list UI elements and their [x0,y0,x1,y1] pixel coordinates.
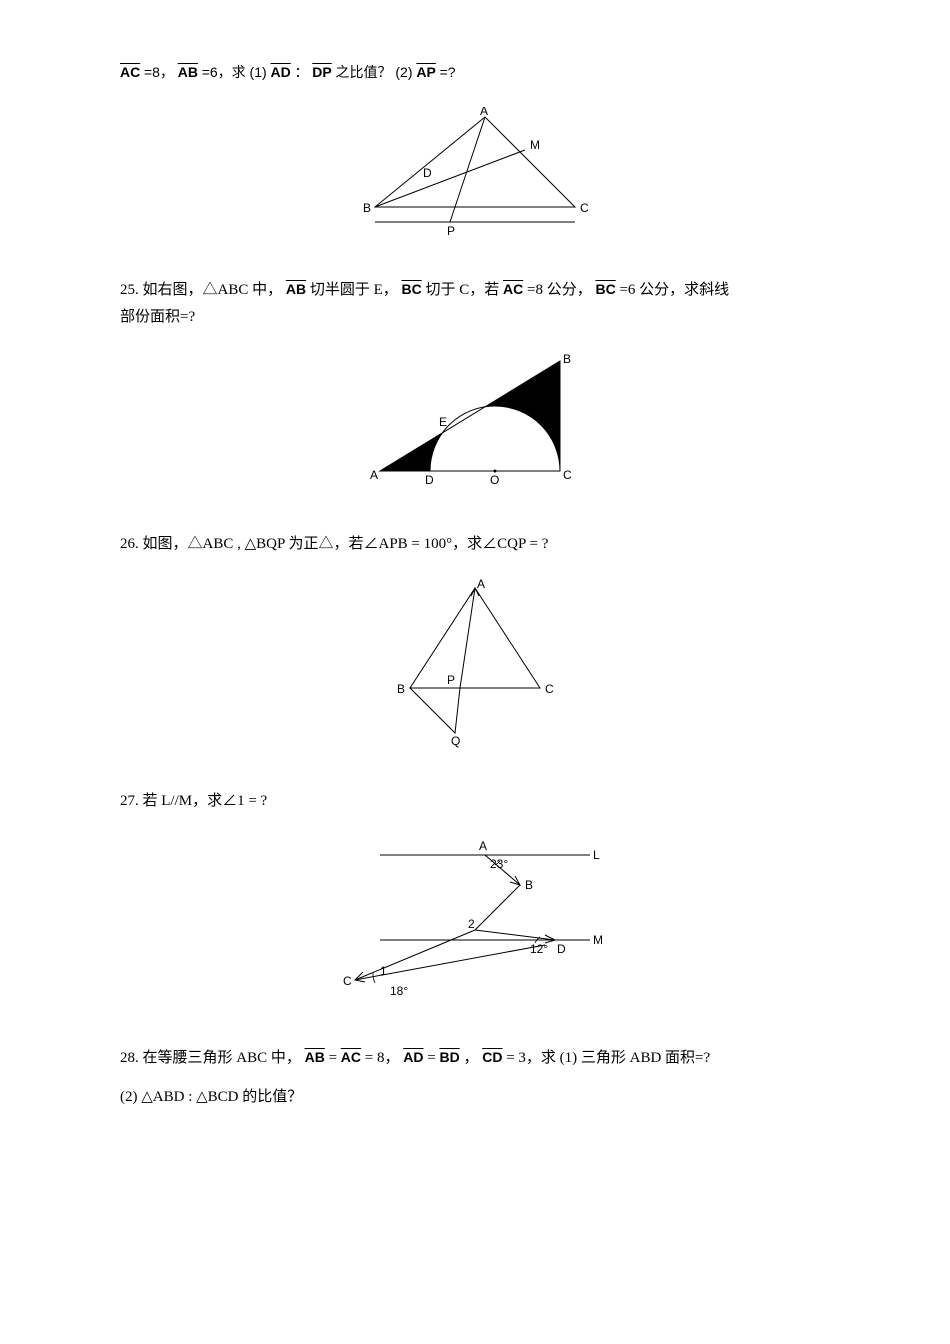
label-l: L [593,848,600,862]
text-line2: 部份面积=? [120,304,830,331]
seg-bc2: BC [595,281,615,297]
text-line2: (2) △ABD : △BCD 的比值？ [120,1084,830,1111]
label-p: P [447,224,455,237]
text: 切于 C，若 [425,282,503,298]
label-d: D [423,166,432,180]
text: 之比值？ (2) [335,64,416,80]
label-b: B [563,352,571,366]
problem-27: 27. 若 L//M，求∠1 = ? [120,788,830,815]
label-c: C [545,682,554,696]
figure-25: B A C D O E [120,351,830,501]
text: ： [295,64,309,80]
seg-ab: AB [305,1049,325,1065]
label-b: B [525,878,533,892]
label-b: B [363,201,371,215]
seg-dp: DP [312,64,331,80]
label-d: D [557,942,566,956]
angle-18: 18° [390,984,408,998]
figure-27: L M A B 23° 2 D 12° C 1 18° [120,835,830,1015]
label-e: E [439,415,447,429]
seg-ap: AP [416,64,435,80]
text: 26. 如图，△ABC , △BQP 为正△，若∠APB = 100°，求∠CQ… [120,536,548,552]
label-m: M [593,933,603,947]
label-a: A [370,468,378,482]
problem-25: 25. 如右图，△ABC 中， AB 切半圆于 E， BC 切于 C，若 AC … [120,277,830,331]
seg-cd: CD [482,1049,502,1065]
label-c: C [580,201,589,215]
text: = 8， [365,1050,400,1066]
figure-26: A B C P Q [120,578,830,758]
label-q: Q [451,734,460,748]
problem-24-tail: AC =8， AB =6，求 (1) AD ： DP 之比值？ (2) AP =… [120,60,830,87]
seg-ac: AC [341,1049,361,1065]
label-a: A [477,578,485,591]
text: =? [440,64,456,80]
text: =8 公分， [527,282,592,298]
text: 切半圆于 E， [310,282,398,298]
seg-ab: AB [286,281,306,297]
text: 28. 在等腰三角形 ABC 中， [120,1050,301,1066]
seg-ac: AC [503,281,523,297]
text: =6，求 (1) [202,64,271,80]
text: = [329,1050,341,1066]
seg-ac: AC [120,64,140,80]
problem-26: 26. 如图，△ABC , △BQP 为正△，若∠APB = 100°，求∠CQ… [120,531,830,558]
figure-24: A B C D M P [120,107,830,247]
label-o: O [490,473,499,487]
problem-28: 28. 在等腰三角形 ABC 中， AB = AC = 8， AD = BD ，… [120,1045,830,1111]
text: =8， [144,64,174,80]
label-c: C [343,974,352,988]
label-c: C [563,468,572,482]
seg-ad: AD [271,64,291,80]
label-d: D [425,473,434,487]
text: 27. 若 L//M，求∠1 = ? [120,793,267,809]
seg-ab: AB [178,64,198,80]
angle-1: 1 [380,964,387,978]
label-p: P [447,673,455,687]
text: = 3，求 (1) 三角形 ABD 面积=? [506,1050,710,1066]
seg-bd: BD [439,1049,459,1065]
label-a: A [480,107,488,118]
angle-2: 2 [468,917,475,931]
text: ， [463,1050,478,1066]
text: =6 公分，求斜线 [619,282,729,298]
label-m: M [530,138,540,152]
text: = [427,1050,439,1066]
text: 25. 如右图，△ABC 中， [120,282,282,298]
seg-ad: AD [403,1049,423,1065]
angle-12: 12° [530,942,548,956]
seg-bc: BC [402,281,422,297]
label-b: B [397,682,405,696]
angle-23: 23° [490,857,508,871]
label-a: A [479,839,487,853]
